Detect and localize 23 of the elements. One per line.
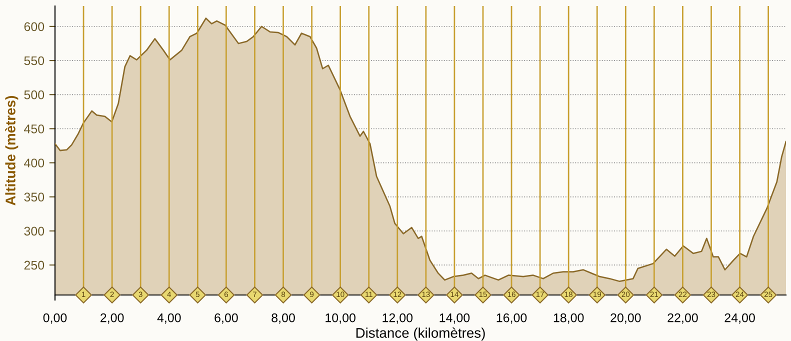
x-tick-label: 10,00 — [326, 313, 356, 324]
y-tick-label: 450 — [24, 124, 44, 134]
x-tick-label: 8,00 — [272, 313, 295, 324]
y-tick-label: 600 — [24, 22, 44, 32]
x-axis-title: Distance (kilomètres) — [356, 327, 485, 341]
x-tick-label: 20,00 — [610, 313, 641, 324]
y-tick-label: 500 — [24, 90, 44, 100]
y-tick-label: 250 — [24, 260, 44, 270]
x-tick-label: 16,00 — [496, 313, 527, 324]
x-tick-label: 24,00 — [724, 313, 755, 324]
x-tick-label: 12,00 — [382, 313, 413, 324]
x-tick-label: 22,00 — [668, 313, 698, 324]
x-tick-label: 18,00 — [554, 313, 584, 324]
x-tick-label: 2,00 — [100, 313, 124, 324]
x-tick-label: 4,00 — [157, 313, 181, 324]
y-tick-label: 350 — [24, 192, 44, 202]
y-tick-label: 550 — [24, 56, 44, 66]
x-tick-label: 14,00 — [440, 313, 470, 324]
y-axis-title: Altitude (mètres) — [5, 96, 18, 206]
y-tick-label: 300 — [24, 226, 44, 236]
x-tick-label: 0,00 — [43, 313, 67, 324]
x-tick-label: 6,00 — [214, 313, 238, 324]
y-tick-label: 400 — [24, 158, 44, 168]
